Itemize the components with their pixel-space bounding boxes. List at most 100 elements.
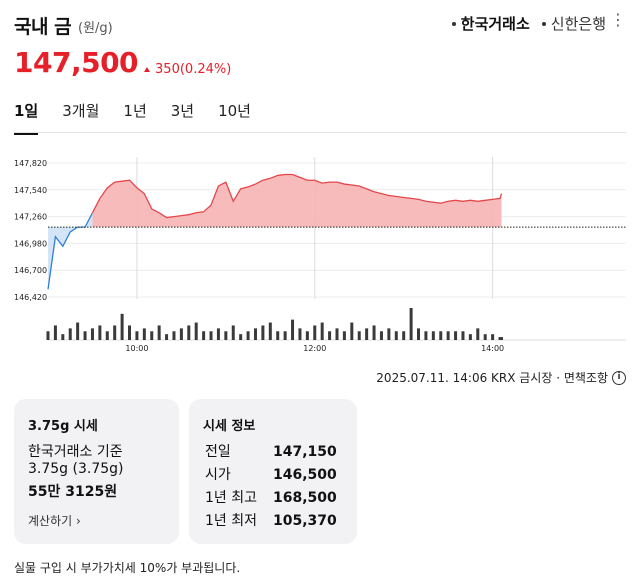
volume-bar — [468, 334, 472, 340]
tab-1y[interactable]: 1년 — [123, 102, 147, 120]
tabs-divider — [14, 132, 626, 133]
change-percent: (0.24%) — [179, 62, 232, 77]
volume-bar — [424, 331, 428, 340]
card-title: 시세 정보 — [203, 419, 256, 434]
volume-bar — [239, 334, 243, 340]
volume-bar — [476, 328, 480, 340]
volume-bar — [268, 322, 272, 340]
y-tick-label: 146,420 — [14, 293, 47, 302]
y-tick-label: 147,260 — [14, 213, 47, 222]
volume-bar — [105, 331, 109, 340]
volume-bar — [461, 331, 465, 340]
volume-bar — [500, 337, 504, 340]
volume-bar — [387, 328, 391, 340]
kebab-more-icon[interactable]: ⋮ — [610, 10, 626, 29]
volume-bar — [283, 331, 287, 340]
card-375g-price: 3.75g 시세 한국거래소 기준 3.75g (3.75g) 55만 3125… — [14, 399, 179, 544]
above-baseline-area — [92, 174, 502, 228]
timestamp-text: 2025.07.11. 14:06 KRX 금시장 · 면책조항 — [376, 371, 608, 385]
calculate-label: 계산하기 — [28, 514, 73, 528]
calculate-link[interactable]: 계산하기 › — [28, 512, 81, 529]
volume-bar — [172, 331, 176, 340]
timestamp-meta: 2025.07.11. 14:06 KRX 금시장 · 면책조항 i — [376, 369, 626, 386]
volume-bar — [350, 322, 354, 340]
volume-bar — [409, 308, 413, 340]
volume-bar — [53, 325, 57, 340]
volume-bar — [157, 325, 161, 340]
volume-bar — [231, 325, 235, 340]
tab-3m[interactable]: 3개월 — [62, 102, 100, 120]
y-tick-label: 146,700 — [14, 266, 47, 275]
volume-bar — [261, 325, 265, 340]
card-weight: 3.75g (3.75g) — [28, 461, 124, 477]
volume-bar — [342, 331, 346, 340]
price-chart[interactable]: 147,820 147,540 147,260 146,980 146,700 146,4… — [0, 135, 640, 360]
volume-bar — [209, 331, 213, 340]
volume-bar — [365, 328, 369, 340]
source-option-shinhan[interactable]: 신한은행 — [541, 13, 606, 34]
info-value: 146,500 — [273, 467, 337, 483]
volume-bar — [83, 331, 87, 340]
info-icon[interactable]: i — [612, 370, 626, 385]
volume-bar — [135, 331, 139, 340]
volume-bar — [165, 334, 169, 340]
price-row: 147,500 350 (0.24%) — [14, 46, 231, 82]
info-row-1y-high: 1년 최고 168,500 — [205, 487, 337, 507]
card-amount: 55만 3125원 — [28, 484, 118, 500]
info-label: 1년 최저 — [205, 513, 257, 529]
volume-bar — [113, 325, 117, 340]
volume-bar — [76, 322, 80, 340]
volume-bar — [291, 319, 295, 340]
info-value: 168,500 — [273, 490, 337, 506]
volume-bar — [253, 328, 257, 340]
volume-bar — [446, 331, 450, 340]
bullet-icon — [541, 21, 546, 26]
volume-bar — [61, 334, 65, 340]
volume-bar — [98, 325, 102, 340]
volume-bar — [335, 328, 339, 340]
above-baseline-line — [91, 173, 503, 219]
tab-10y[interactable]: 10년 — [218, 102, 251, 120]
info-value: 105,370 — [273, 513, 337, 529]
header: 국내 금 (원/g) 한국거래소 신한은행 ⋮ — [14, 10, 626, 39]
volume-bar — [187, 325, 191, 340]
volume-bar — [202, 331, 206, 340]
up-triangle-icon — [144, 67, 151, 72]
volume-bar — [224, 331, 228, 340]
info-label: 1년 최고 — [205, 490, 257, 506]
tab-3y[interactable]: 3년 — [170, 102, 195, 120]
y-tick-label: 147,540 — [14, 186, 47, 195]
volume-bar — [439, 331, 443, 340]
volume-bar — [142, 328, 146, 340]
volume-bar — [216, 328, 220, 340]
price-change: 350 (0.24%) — [144, 62, 231, 77]
x-tick-label: 10:00 — [125, 344, 148, 353]
info-label: 전일 — [205, 444, 231, 460]
volume-bar — [491, 334, 495, 340]
info-value: 147,150 — [273, 444, 337, 460]
volume-bar — [46, 331, 50, 340]
volume-bar — [394, 331, 398, 340]
chevron-right-icon: › — [76, 514, 81, 528]
volume-bar — [379, 331, 383, 340]
volume-bar — [128, 325, 132, 340]
volume-bar — [305, 331, 309, 340]
source-option-krx[interactable]: 한국거래소 — [451, 13, 530, 34]
info-label: 시가 — [205, 467, 231, 483]
card-title: 3.75g 시세 — [28, 419, 98, 434]
volume-bar — [179, 328, 183, 340]
volume-bar — [68, 328, 72, 340]
tab-1d[interactable]: 1일 — [14, 100, 39, 135]
info-row-open: 시가 146,500 — [205, 464, 337, 484]
volume-bar — [454, 331, 458, 340]
period-tabs: 1일 3개월 1년 3년 10년 — [14, 100, 275, 135]
volume-bar — [150, 331, 154, 340]
volume-bar — [431, 331, 435, 340]
volume-bar — [372, 325, 376, 340]
below-baseline-line — [47, 212, 94, 290]
vat-notice: 실물 구입 시 부가가치세 10%가 부과됩니다. — [14, 561, 241, 575]
source-label: 신한은행 — [550, 15, 606, 33]
x-tick-label: 14:00 — [481, 344, 504, 353]
below-baseline-area — [48, 212, 93, 290]
x-tick-label: 12:00 — [303, 344, 326, 353]
